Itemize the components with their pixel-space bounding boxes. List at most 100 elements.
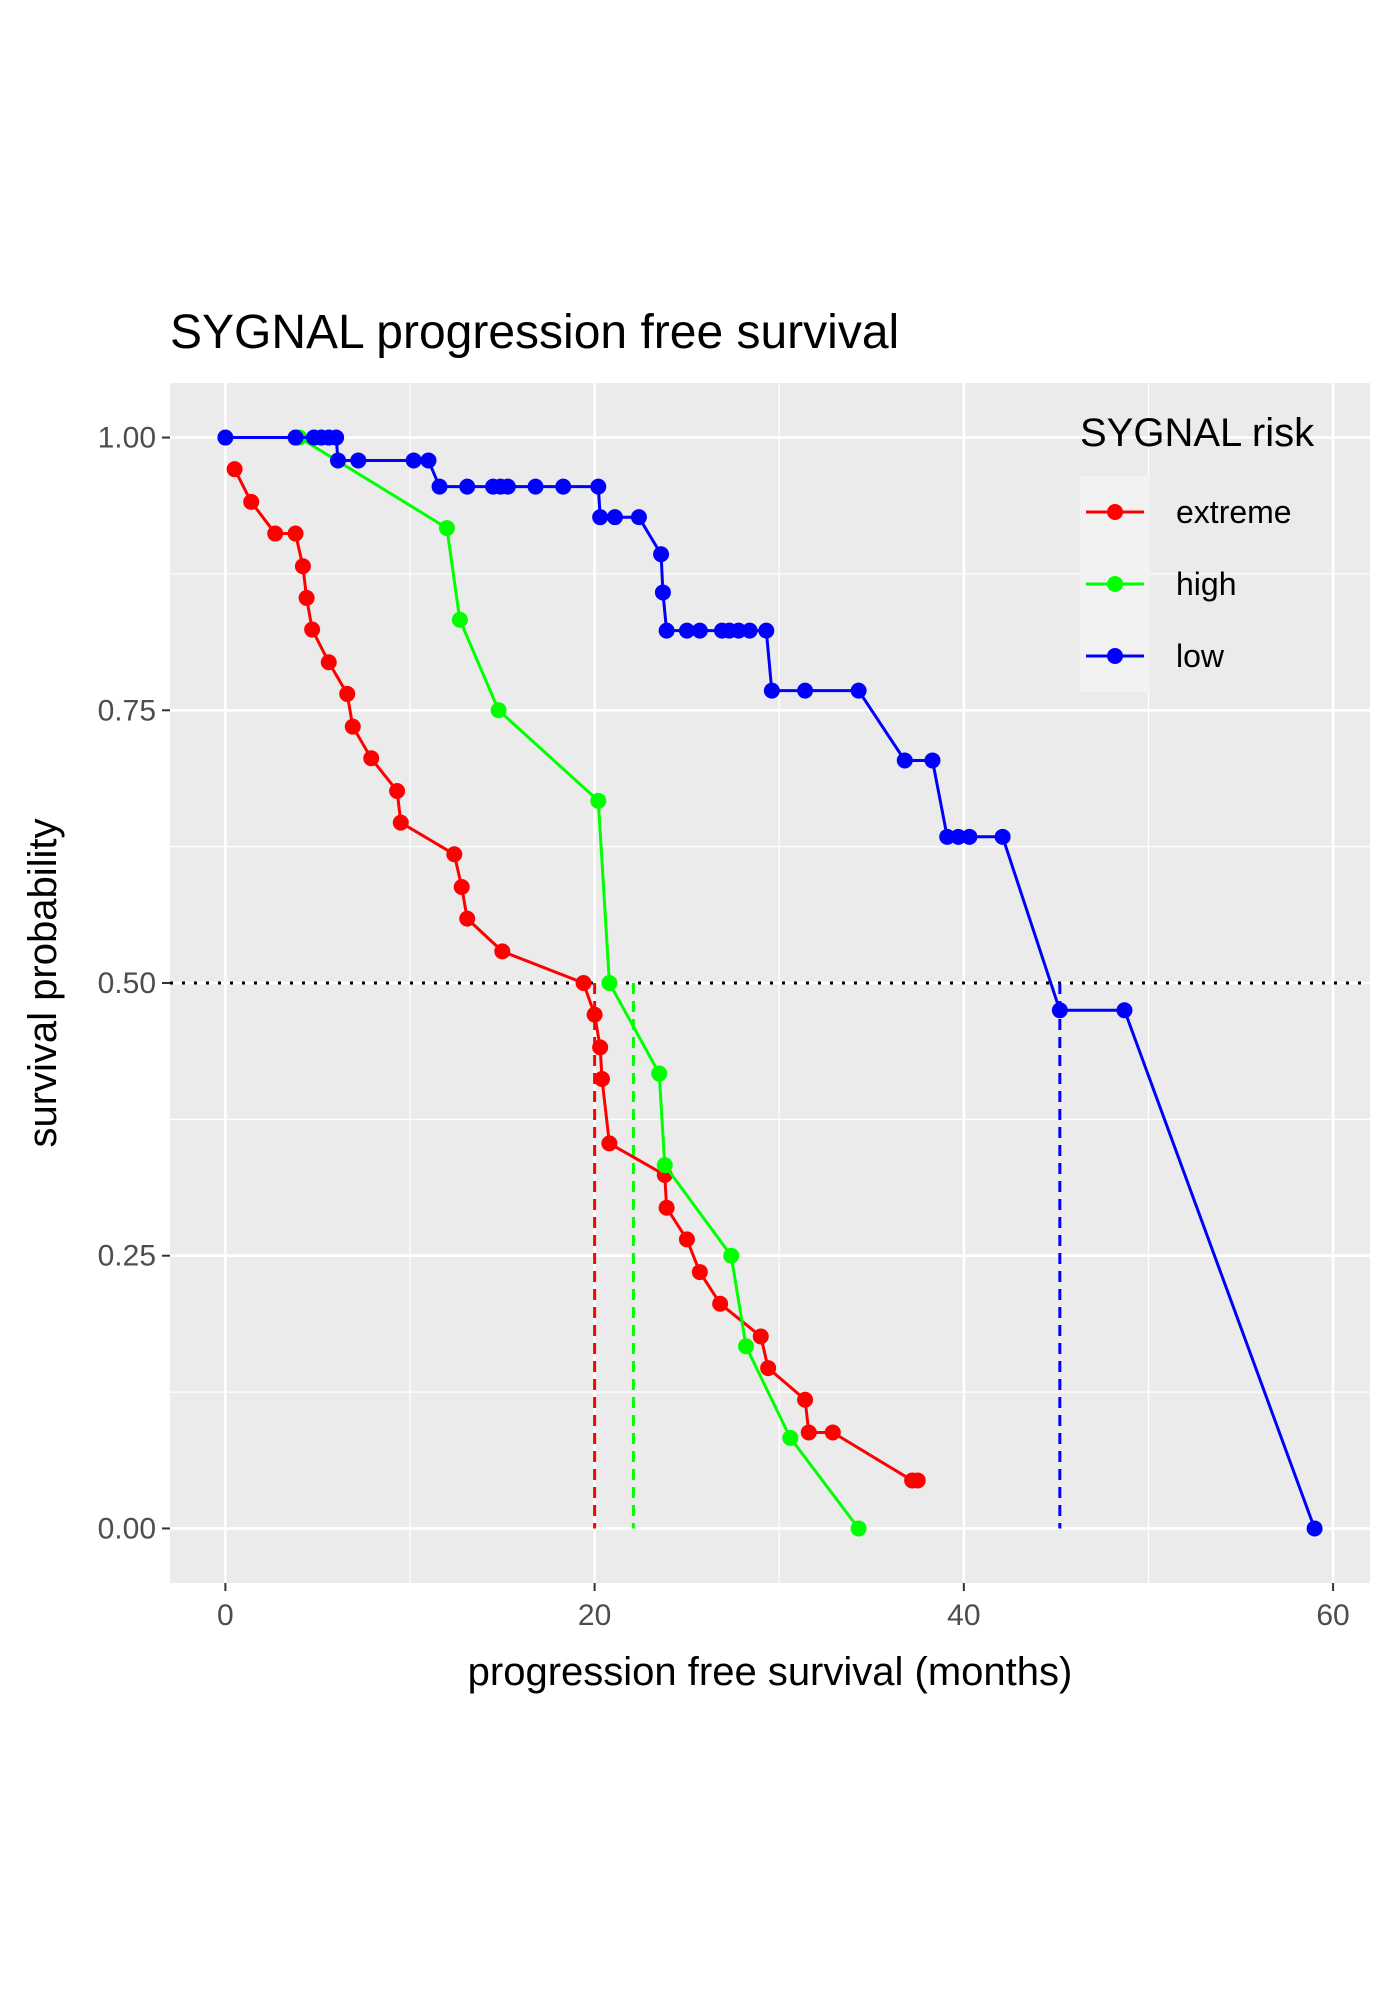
x-axis-title: progression free survival (months) bbox=[468, 1650, 1073, 1694]
data-point-high bbox=[490, 702, 507, 719]
data-point-low bbox=[1306, 1520, 1323, 1537]
series-extreme bbox=[226, 461, 926, 1489]
data-point-low bbox=[459, 478, 476, 495]
data-point-extreme bbox=[339, 685, 356, 702]
legend-items: extreme high low bbox=[1086, 494, 1292, 674]
data-point-extreme bbox=[243, 493, 260, 510]
data-point-low bbox=[653, 546, 670, 563]
data-point-extreme bbox=[691, 1264, 708, 1281]
data-point-low bbox=[606, 509, 623, 526]
data-point-low bbox=[939, 828, 956, 845]
data-point-low bbox=[741, 622, 758, 639]
data-point-low bbox=[797, 682, 814, 699]
data-point-low bbox=[1116, 1002, 1133, 1019]
data-point-extreme bbox=[459, 910, 476, 927]
y-tick-label: 0.50 bbox=[98, 967, 156, 1000]
legend-label-extreme: extreme bbox=[1176, 494, 1292, 530]
data-point-high bbox=[438, 520, 455, 537]
data-point-low bbox=[961, 828, 978, 845]
x-tick-label: 20 bbox=[578, 1599, 611, 1632]
data-point-low bbox=[924, 752, 941, 769]
data-point-low bbox=[527, 478, 544, 495]
data-point-low bbox=[1051, 1002, 1068, 1019]
x-tick-label: 60 bbox=[1316, 1599, 1349, 1632]
data-point-extreme bbox=[287, 525, 304, 542]
data-point-extreme bbox=[594, 1071, 610, 1087]
data-point-low bbox=[730, 622, 747, 639]
data-point-low bbox=[330, 452, 346, 469]
data-point-high bbox=[651, 1065, 668, 1082]
data-point-extreme bbox=[446, 846, 463, 863]
data-point-extreme bbox=[267, 525, 284, 542]
x-tick-label: 0 bbox=[217, 1599, 234, 1632]
data-point-extreme bbox=[797, 1391, 814, 1408]
data-point-extreme bbox=[752, 1328, 769, 1345]
legend-key-point-extreme bbox=[1107, 504, 1123, 520]
data-point-low bbox=[950, 828, 967, 845]
data-point-high bbox=[601, 975, 618, 991]
data-point-extreme bbox=[909, 1472, 926, 1489]
data-point-high bbox=[656, 1157, 673, 1174]
data-point-low bbox=[499, 478, 516, 495]
data-point-low bbox=[420, 452, 437, 469]
data-point-extreme bbox=[453, 879, 470, 895]
legend-label-high: high bbox=[1176, 566, 1237, 602]
data-point-extreme bbox=[226, 461, 243, 478]
data-point-extreme bbox=[344, 718, 361, 735]
data-point-extreme bbox=[392, 814, 409, 831]
data-point-low bbox=[896, 752, 913, 769]
data-point-high bbox=[850, 1520, 867, 1537]
data-point-extreme bbox=[712, 1295, 729, 1312]
data-point-low bbox=[678, 622, 695, 639]
x-tick-label: 40 bbox=[947, 1599, 980, 1632]
data-point-extreme bbox=[320, 654, 337, 671]
data-point-high bbox=[738, 1338, 754, 1355]
data-point-low bbox=[328, 429, 345, 446]
data-point-low bbox=[654, 584, 671, 601]
series-line-high bbox=[298, 436, 860, 1530]
legend-label-low: low bbox=[1176, 638, 1225, 674]
data-point-extreme bbox=[298, 589, 315, 606]
series-low bbox=[217, 429, 1323, 1537]
data-point-low bbox=[590, 478, 607, 495]
data-point-low bbox=[405, 452, 422, 469]
y-tick-label: 0.25 bbox=[98, 1240, 156, 1273]
data-point-low bbox=[658, 622, 675, 639]
legend-key-point-high bbox=[1107, 576, 1123, 592]
data-point-extreme bbox=[592, 1039, 609, 1056]
data-point-extreme bbox=[294, 558, 311, 575]
data-point-high bbox=[782, 1429, 799, 1446]
data-point-high bbox=[451, 611, 468, 628]
data-point-extreme bbox=[389, 783, 406, 799]
reference-lines bbox=[170, 981, 1370, 1529]
data-point-low bbox=[691, 622, 708, 639]
data-point-low bbox=[994, 828, 1011, 845]
data-point-extreme bbox=[678, 1231, 695, 1248]
data-point-extreme bbox=[575, 975, 592, 991]
series-line-extreme bbox=[233, 468, 918, 1482]
series-high bbox=[291, 429, 867, 1537]
data-point-low bbox=[850, 682, 867, 699]
data-point-extreme bbox=[586, 1006, 603, 1023]
data-point-low bbox=[592, 509, 609, 526]
data-point-high bbox=[590, 792, 607, 809]
axes: 0 20 40 60 0.00 0.25 0.50 0.75 1.00 bbox=[98, 422, 1350, 1632]
data-point-extreme bbox=[601, 1135, 618, 1152]
data-point-low bbox=[350, 452, 367, 469]
data-point-low bbox=[287, 429, 304, 446]
chart-title: SYGNAL progression free survival bbox=[170, 306, 899, 359]
data-point-extreme bbox=[363, 750, 380, 767]
series-layer bbox=[217, 429, 1323, 1537]
data-point-extreme bbox=[800, 1424, 817, 1441]
data-point-low bbox=[758, 622, 775, 639]
y-tick-label: 1.00 bbox=[98, 422, 156, 455]
y-tick-label: 0.75 bbox=[98, 694, 156, 727]
data-point-extreme bbox=[760, 1360, 777, 1377]
y-axis-title: survival probability bbox=[21, 818, 65, 1147]
legend: SYGNAL risk extreme high low bbox=[1080, 411, 1315, 692]
data-point-low bbox=[555, 478, 572, 495]
data-point-extreme bbox=[304, 621, 321, 638]
legend-key-point-low bbox=[1107, 648, 1123, 664]
data-point-low bbox=[763, 682, 780, 699]
